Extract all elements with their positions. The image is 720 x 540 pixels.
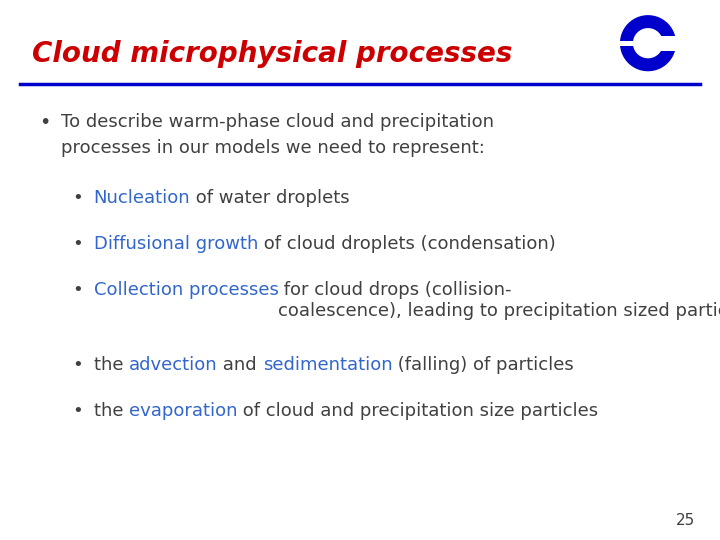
Text: Collection processes: Collection processes	[94, 281, 279, 299]
Text: advection: advection	[129, 356, 217, 374]
Text: Nucleation: Nucleation	[94, 189, 190, 207]
Text: Diffusional growth: Diffusional growth	[94, 235, 258, 253]
Text: •: •	[72, 189, 83, 207]
FancyBboxPatch shape	[661, 36, 690, 51]
Text: for cloud drops (collision-
coalescence), leading to precipitation sized particl: for cloud drops (collision- coalescence)…	[279, 281, 720, 320]
Text: •: •	[72, 235, 83, 253]
FancyBboxPatch shape	[613, 40, 683, 46]
Text: •: •	[72, 281, 83, 299]
Polygon shape	[634, 29, 662, 58]
Text: the: the	[94, 356, 129, 374]
Polygon shape	[621, 16, 675, 71]
Text: •: •	[72, 402, 83, 420]
Text: of water droplets: of water droplets	[190, 189, 350, 207]
Text: the: the	[94, 402, 129, 420]
Text: 25: 25	[675, 513, 695, 528]
Text: (falling) of particles: (falling) of particles	[392, 356, 575, 374]
Text: •: •	[40, 113, 51, 132]
Text: •: •	[72, 356, 83, 374]
Text: of cloud droplets (condensation): of cloud droplets (condensation)	[258, 235, 556, 253]
Text: To describe warm-phase cloud and precipitation
processes in our models we need t: To describe warm-phase cloud and precipi…	[61, 113, 494, 157]
Text: evaporation: evaporation	[129, 402, 238, 420]
Text: sedimentation: sedimentation	[263, 356, 392, 374]
Text: and: and	[217, 356, 263, 374]
Text: Cloud microphysical processes: Cloud microphysical processes	[32, 40, 513, 69]
Text: of cloud and precipitation size particles: of cloud and precipitation size particle…	[238, 402, 598, 420]
